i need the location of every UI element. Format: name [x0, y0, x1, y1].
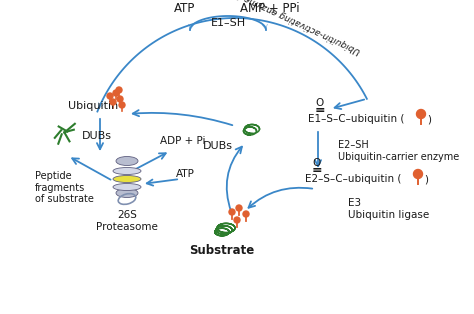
FancyArrowPatch shape — [263, 24, 267, 30]
Text: DUBs: DUBs — [82, 131, 112, 141]
Text: E2–S–C–ubiquitin (: E2–S–C–ubiquitin ( — [305, 174, 401, 184]
Text: Ubiquitin: Ubiquitin — [68, 101, 118, 111]
Circle shape — [229, 209, 235, 215]
Circle shape — [113, 90, 119, 96]
FancyArrowPatch shape — [147, 179, 177, 186]
Ellipse shape — [113, 176, 141, 182]
Text: Substrate: Substrate — [190, 243, 255, 257]
Text: ATP: ATP — [174, 3, 196, 15]
FancyArrowPatch shape — [135, 153, 166, 170]
Ellipse shape — [116, 188, 138, 198]
Text: E1–S–C–ubiquitin (: E1–S–C–ubiquitin ( — [308, 114, 404, 124]
FancyArrowPatch shape — [189, 24, 193, 30]
Ellipse shape — [113, 183, 141, 191]
FancyArrowPatch shape — [72, 158, 110, 180]
FancyArrowPatch shape — [133, 110, 232, 125]
Circle shape — [413, 170, 422, 178]
Ellipse shape — [113, 167, 141, 175]
Text: E2–SH
Ubiquitin-carrier enzyme: E2–SH Ubiquitin-carrier enzyme — [338, 140, 459, 162]
Text: O: O — [316, 98, 324, 108]
FancyArrowPatch shape — [99, 102, 103, 109]
Text: ): ) — [427, 114, 431, 124]
FancyArrowPatch shape — [97, 119, 103, 149]
Circle shape — [234, 217, 240, 223]
Text: AMP + PPi: AMP + PPi — [240, 3, 300, 15]
FancyArrowPatch shape — [227, 147, 242, 211]
Text: DUBs: DUBs — [203, 141, 233, 151]
Text: ADP + Pi: ADP + Pi — [160, 136, 206, 146]
Circle shape — [110, 99, 116, 105]
Text: ): ) — [424, 174, 428, 184]
Text: O: O — [313, 158, 321, 168]
Text: Ubiquitin-activating enzyme (E1): Ubiquitin-activating enzyme (E1) — [224, 0, 363, 56]
Text: E1–SH: E1–SH — [210, 18, 246, 28]
Circle shape — [107, 93, 113, 99]
FancyArrowPatch shape — [248, 188, 312, 208]
Circle shape — [117, 96, 123, 102]
Text: ATP: ATP — [175, 169, 194, 179]
Circle shape — [119, 102, 125, 108]
Text: Peptide
fragments
of substrate: Peptide fragments of substrate — [35, 171, 94, 204]
Text: E3
Ubiquitin ligase: E3 Ubiquitin ligase — [348, 198, 429, 220]
Circle shape — [116, 87, 122, 93]
Text: =: = — [315, 105, 325, 117]
Circle shape — [417, 110, 426, 118]
FancyArrowPatch shape — [315, 132, 321, 166]
Circle shape — [236, 205, 242, 211]
Circle shape — [243, 211, 249, 217]
Text: =: = — [312, 165, 322, 177]
FancyArrowPatch shape — [335, 100, 364, 109]
Ellipse shape — [116, 156, 138, 165]
Text: 26S
Proteasome: 26S Proteasome — [96, 210, 158, 232]
